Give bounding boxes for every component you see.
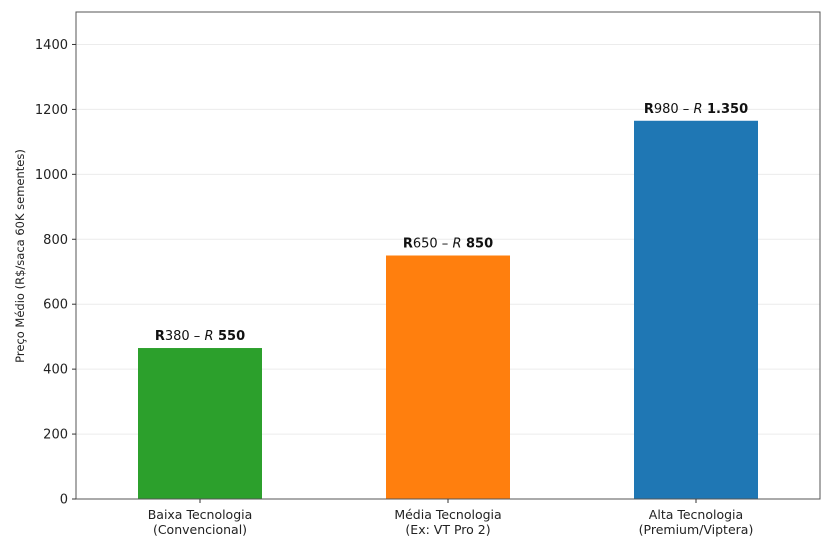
x-tick-label: Baixa Tecnologia (Convencional)	[148, 507, 253, 537]
y-tick-label: 200	[43, 428, 68, 443]
y-axis-label: Preço Médio (R$/saca 60K sementes)	[13, 149, 27, 363]
y-tick-label: 800	[43, 233, 68, 248]
y-axis: 0 200 400 600 800 1000 1200 1400	[35, 38, 76, 508]
data-labels: R380 – R 550 R650 – R 850 R980 – R 1.350	[155, 102, 748, 344]
y-tick-label: 600	[43, 298, 68, 313]
y-tick-label: 1000	[35, 168, 68, 183]
x-axis: Baixa Tecnologia (Convencional) Média Tecn…	[148, 499, 754, 537]
y-tick-label: 1200	[35, 103, 68, 118]
x-tick-label: Alta Tecnologia (Premium/Viptera)	[639, 507, 754, 537]
bar	[386, 255, 510, 499]
data-label: R380 – R 550	[155, 329, 245, 344]
data-label: R650 – R 850	[403, 237, 493, 252]
y-tick-label: 0	[60, 493, 68, 508]
y-tick-label: 400	[43, 363, 68, 378]
bars	[138, 120, 758, 499]
bar	[138, 348, 262, 499]
x-tick-label: Média Tecnologia (Ex: VT Pro 2)	[394, 507, 501, 537]
bar	[634, 120, 758, 499]
data-label: R980 – R 1.350	[644, 102, 748, 117]
y-tick-label: 1400	[35, 38, 68, 53]
